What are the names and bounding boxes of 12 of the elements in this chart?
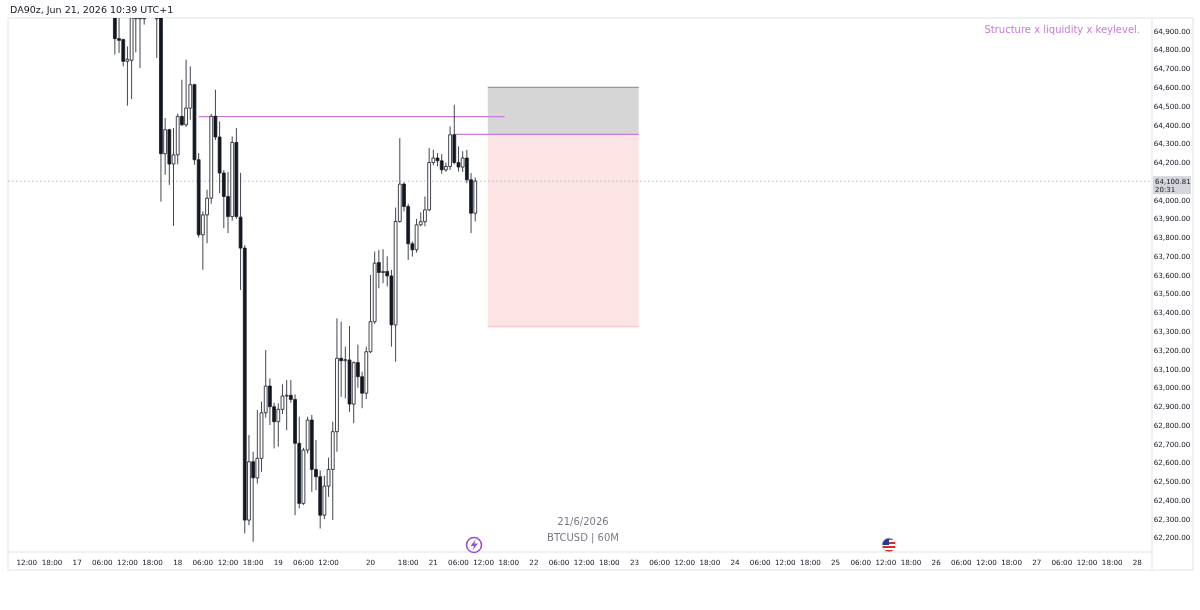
candlestick <box>439 153 444 175</box>
candlestick <box>113 18 117 55</box>
text: DA90z, Jun 21, 2026 10:39 UTC+1 <box>10 4 174 15</box>
candlestick <box>138 18 142 69</box>
annotation: 21/6/2026 <box>557 516 609 527</box>
candlestick <box>184 59 188 128</box>
candlestick <box>284 379 289 431</box>
candlestick <box>309 414 314 493</box>
candlestick <box>159 18 163 202</box>
candlestick <box>381 248 385 284</box>
annotation: BTCUSD | 60M <box>547 532 619 544</box>
text: Structure x liquidity x keylevel. <box>984 24 1140 35</box>
